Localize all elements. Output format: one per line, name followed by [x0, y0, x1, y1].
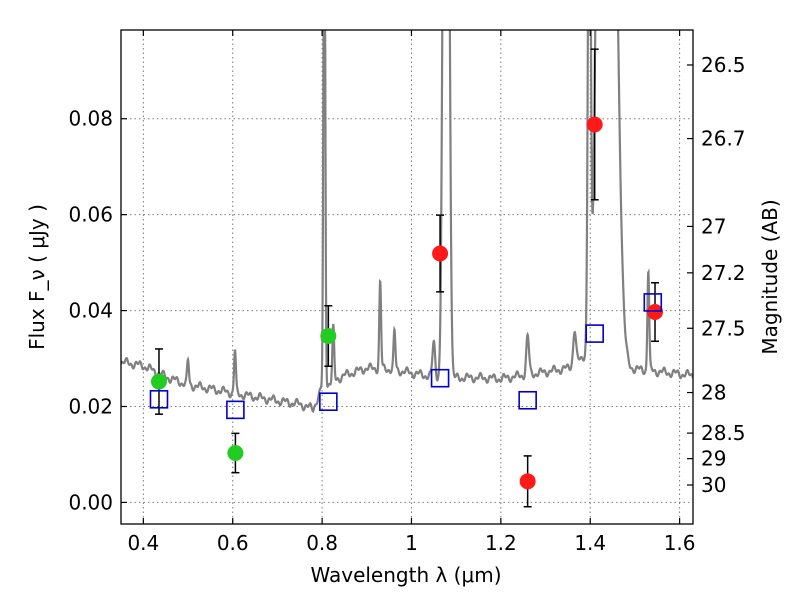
x-axis-label: Wavelength λ (μm): [310, 563, 501, 587]
model-photometry-square: [518, 390, 537, 410]
y-tick-label: 0.06: [68, 203, 113, 227]
y-tick-label: 0.04: [68, 299, 113, 323]
green-data-point: [227, 445, 244, 462]
green-data-point: [150, 373, 167, 390]
x-tick-label: 0.6: [217, 531, 249, 555]
red-data-point: [519, 473, 536, 490]
model-photometry-square: [226, 400, 245, 420]
right-axis-label: Magnitude (AB): [758, 199, 782, 354]
model-spectrum-line: [121, 30, 693, 414]
y-tick-label: 0.08: [68, 107, 113, 131]
right-tick-label: 27: [701, 214, 726, 238]
model-photometry-square: [319, 392, 338, 411]
axis-ticks: 0.4 0.6 0.8 1 1.2 1.4 1.6 0.00 0.02 0.04 0.06 0.08 2…: [68, 30, 746, 555]
right-tick-label: 26.5: [701, 53, 746, 77]
right-tick-label: 29: [701, 447, 726, 471]
right-tick-label: 28: [701, 381, 726, 405]
x-tick-label: 1.6: [664, 531, 696, 555]
model-photometry-square: [430, 368, 450, 388]
red-data-point: [586, 116, 603, 133]
plot-frame: [120, 29, 694, 525]
right-tick-label: 27.5: [701, 316, 746, 340]
right-tick-label: 26.7: [701, 127, 746, 151]
model-spectrum: [121, 30, 693, 414]
right-tick-label: 30: [701, 473, 726, 497]
y-tick-label: 0.02: [68, 394, 113, 418]
model-photometry-square: [149, 390, 169, 409]
x-tick-label: 1.2: [485, 531, 517, 555]
y-tick-label: 0.00: [68, 490, 113, 514]
x-tick-label: 1: [405, 531, 418, 555]
grid-lines: [121, 30, 693, 524]
x-tick-label: 0.4: [127, 531, 159, 555]
red-data-point: [647, 304, 664, 321]
x-tick-label: 0.8: [306, 531, 338, 555]
y-axis-label: Flux F_ν ( μJy ): [25, 204, 49, 350]
right-tick-label: 28.5: [701, 421, 746, 445]
model-photometry-square: [643, 293, 663, 312]
green-data-point: [320, 327, 337, 344]
right-tick-label: 27.2: [701, 261, 746, 285]
red-data-point: [432, 245, 449, 262]
x-tick-label: 1.4: [574, 531, 606, 555]
data-points: [149, 48, 664, 508]
model-photometry-square: [585, 324, 604, 343]
